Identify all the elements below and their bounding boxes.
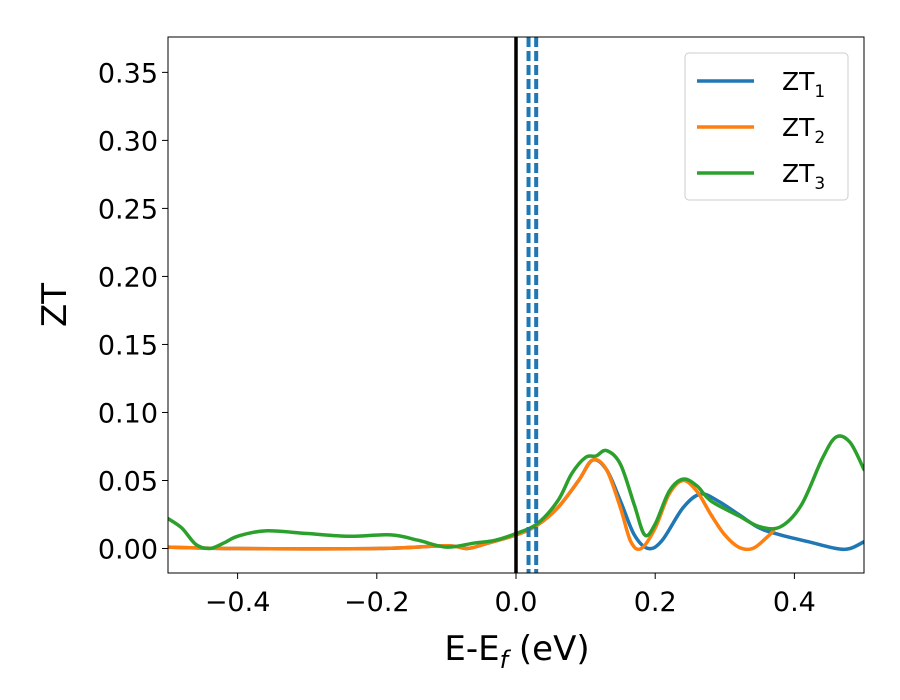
series-line-zt3 [168,434,864,551]
y-axis-title: ZT [35,283,75,327]
legend-label-zt2: ZT2 [782,113,825,148]
y-tick-label: 0.35 [98,58,158,89]
x-axis-title-unit: (eV) [508,629,590,669]
legend-label-zt1: ZT1 [782,67,825,102]
legend: ZT1 ZT2 ZT3 [684,52,849,201]
x-axis-title: E-Ef (eV) [444,629,589,674]
plot-area [168,37,864,573]
y-tick-label: 0.20 [98,262,158,293]
y-tick-label: 0.05 [98,466,158,497]
x-axis-title-main: E-E [444,629,499,669]
y-tick-label: 0.00 [98,535,158,566]
y-tick-label: 0.10 [98,398,158,429]
y-tick-label: 0.30 [98,126,158,157]
x-tick-label: −0.4 [205,587,271,618]
legend-box [684,52,849,201]
series-line-zt2 [168,457,776,552]
x-tick-label: −0.2 [344,587,410,618]
legend-label-zt3: ZT3 [782,159,825,194]
y-tick-label: 0.25 [98,194,158,225]
x-tick-label: 0.0 [495,587,538,618]
x-tick-label: 0.2 [634,587,677,618]
y-tick-label: 0.15 [98,330,158,361]
x-axis: −0.4 −0.2 0.0 0.2 0.4 [205,573,816,618]
y-axis: 0.00 0.05 0.10 0.15 0.20 0.25 0.30 0.35 [98,58,168,566]
x-tick-label: 0.4 [773,587,816,618]
